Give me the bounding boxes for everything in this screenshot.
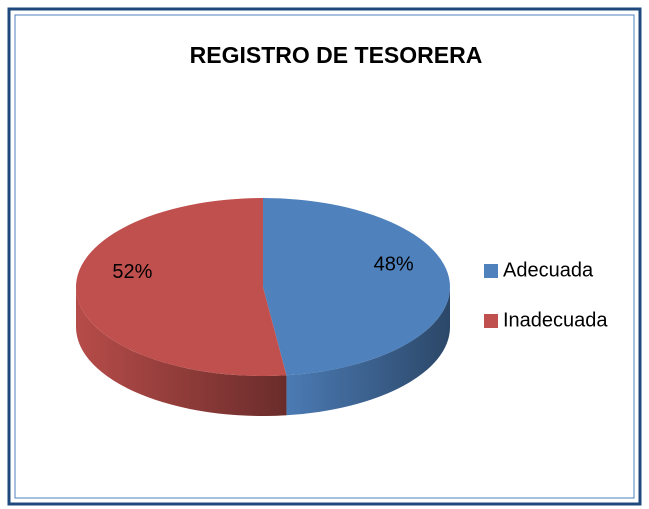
legend-label: Adecuada	[503, 259, 594, 281]
data-label: 52%	[112, 261, 152, 283]
legend-swatch	[484, 264, 498, 278]
slice	[263, 198, 451, 376]
data-label: 48%	[374, 253, 414, 275]
slice-side-shade	[286, 287, 450, 416]
chart-title: REGISTRO DE TESORERA	[190, 42, 483, 68]
slice-side-shade	[76, 287, 287, 416]
frame-inner	[14, 14, 635, 499]
legend-label: Inadecuada	[503, 309, 608, 331]
frame	[7, 7, 642, 506]
slice	[76, 198, 287, 376]
legend-swatch	[484, 314, 498, 328]
